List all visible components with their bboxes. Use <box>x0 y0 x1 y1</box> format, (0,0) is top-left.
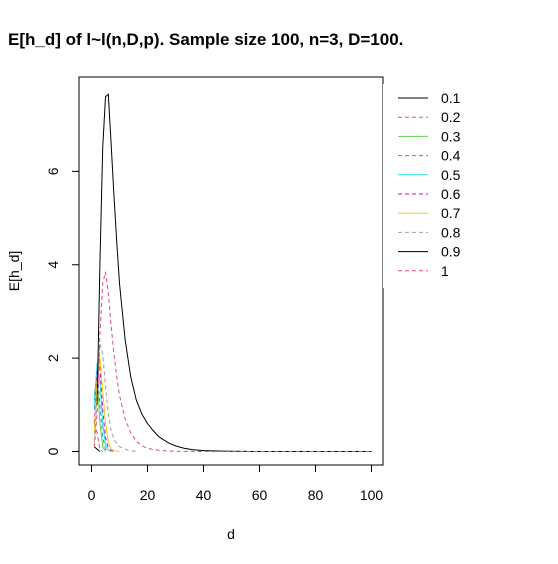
series-line-0-9 <box>96 93 372 452</box>
series-line-0-4 <box>93 367 109 452</box>
x-tick-label: 60 <box>252 487 268 503</box>
legend-label-0-4: 0.4 <box>441 148 461 164</box>
x-tick-label: 40 <box>196 487 212 503</box>
x-axis: 0 20 40 60 80 100 <box>88 464 384 503</box>
legend-label-0-2: 0.2 <box>441 109 461 125</box>
series-line-0-2 <box>93 423 104 452</box>
legend-label-1: 1 <box>441 263 449 279</box>
x-tick-label: 100 <box>360 487 384 503</box>
x-tick-label: 0 <box>88 487 96 503</box>
y-tick-label: 6 <box>45 167 61 175</box>
series-line-0-1 <box>93 446 101 452</box>
series-line-0-5 <box>93 362 112 452</box>
x-axis-label: d <box>227 526 235 542</box>
legend-label-0-5: 0.5 <box>441 167 461 183</box>
legend-label-0-1: 0.1 <box>441 90 461 106</box>
legend-label-0-3: 0.3 <box>441 128 461 144</box>
legend-label-0-9: 0.9 <box>441 244 461 260</box>
series-line-1 <box>93 271 372 452</box>
legend: 0.1 0.2 0.3 0.4 0.5 0.6 0.7 0.8 0.9 1 <box>383 84 473 288</box>
series-layer <box>93 93 372 452</box>
y-axis-label: E[h_d] <box>6 251 22 291</box>
y-tick-label: 4 <box>45 261 61 269</box>
legend-label-0-6: 0.6 <box>441 186 461 202</box>
chart-title: E[h_d] of l~l(n,D,p). Sample size 100, n… <box>8 30 404 49</box>
plot-frame <box>78 76 384 466</box>
legend-label-0-8: 0.8 <box>441 224 461 240</box>
y-tick-label: 2 <box>45 354 61 362</box>
legend-box <box>383 84 473 288</box>
x-tick-label: 20 <box>140 487 156 503</box>
y-tick-label: 0 <box>45 447 61 455</box>
y-axis: 0 2 4 6 <box>45 167 80 455</box>
x-tick-label: 80 <box>308 487 324 503</box>
legend-label-0-7: 0.7 <box>441 205 461 221</box>
